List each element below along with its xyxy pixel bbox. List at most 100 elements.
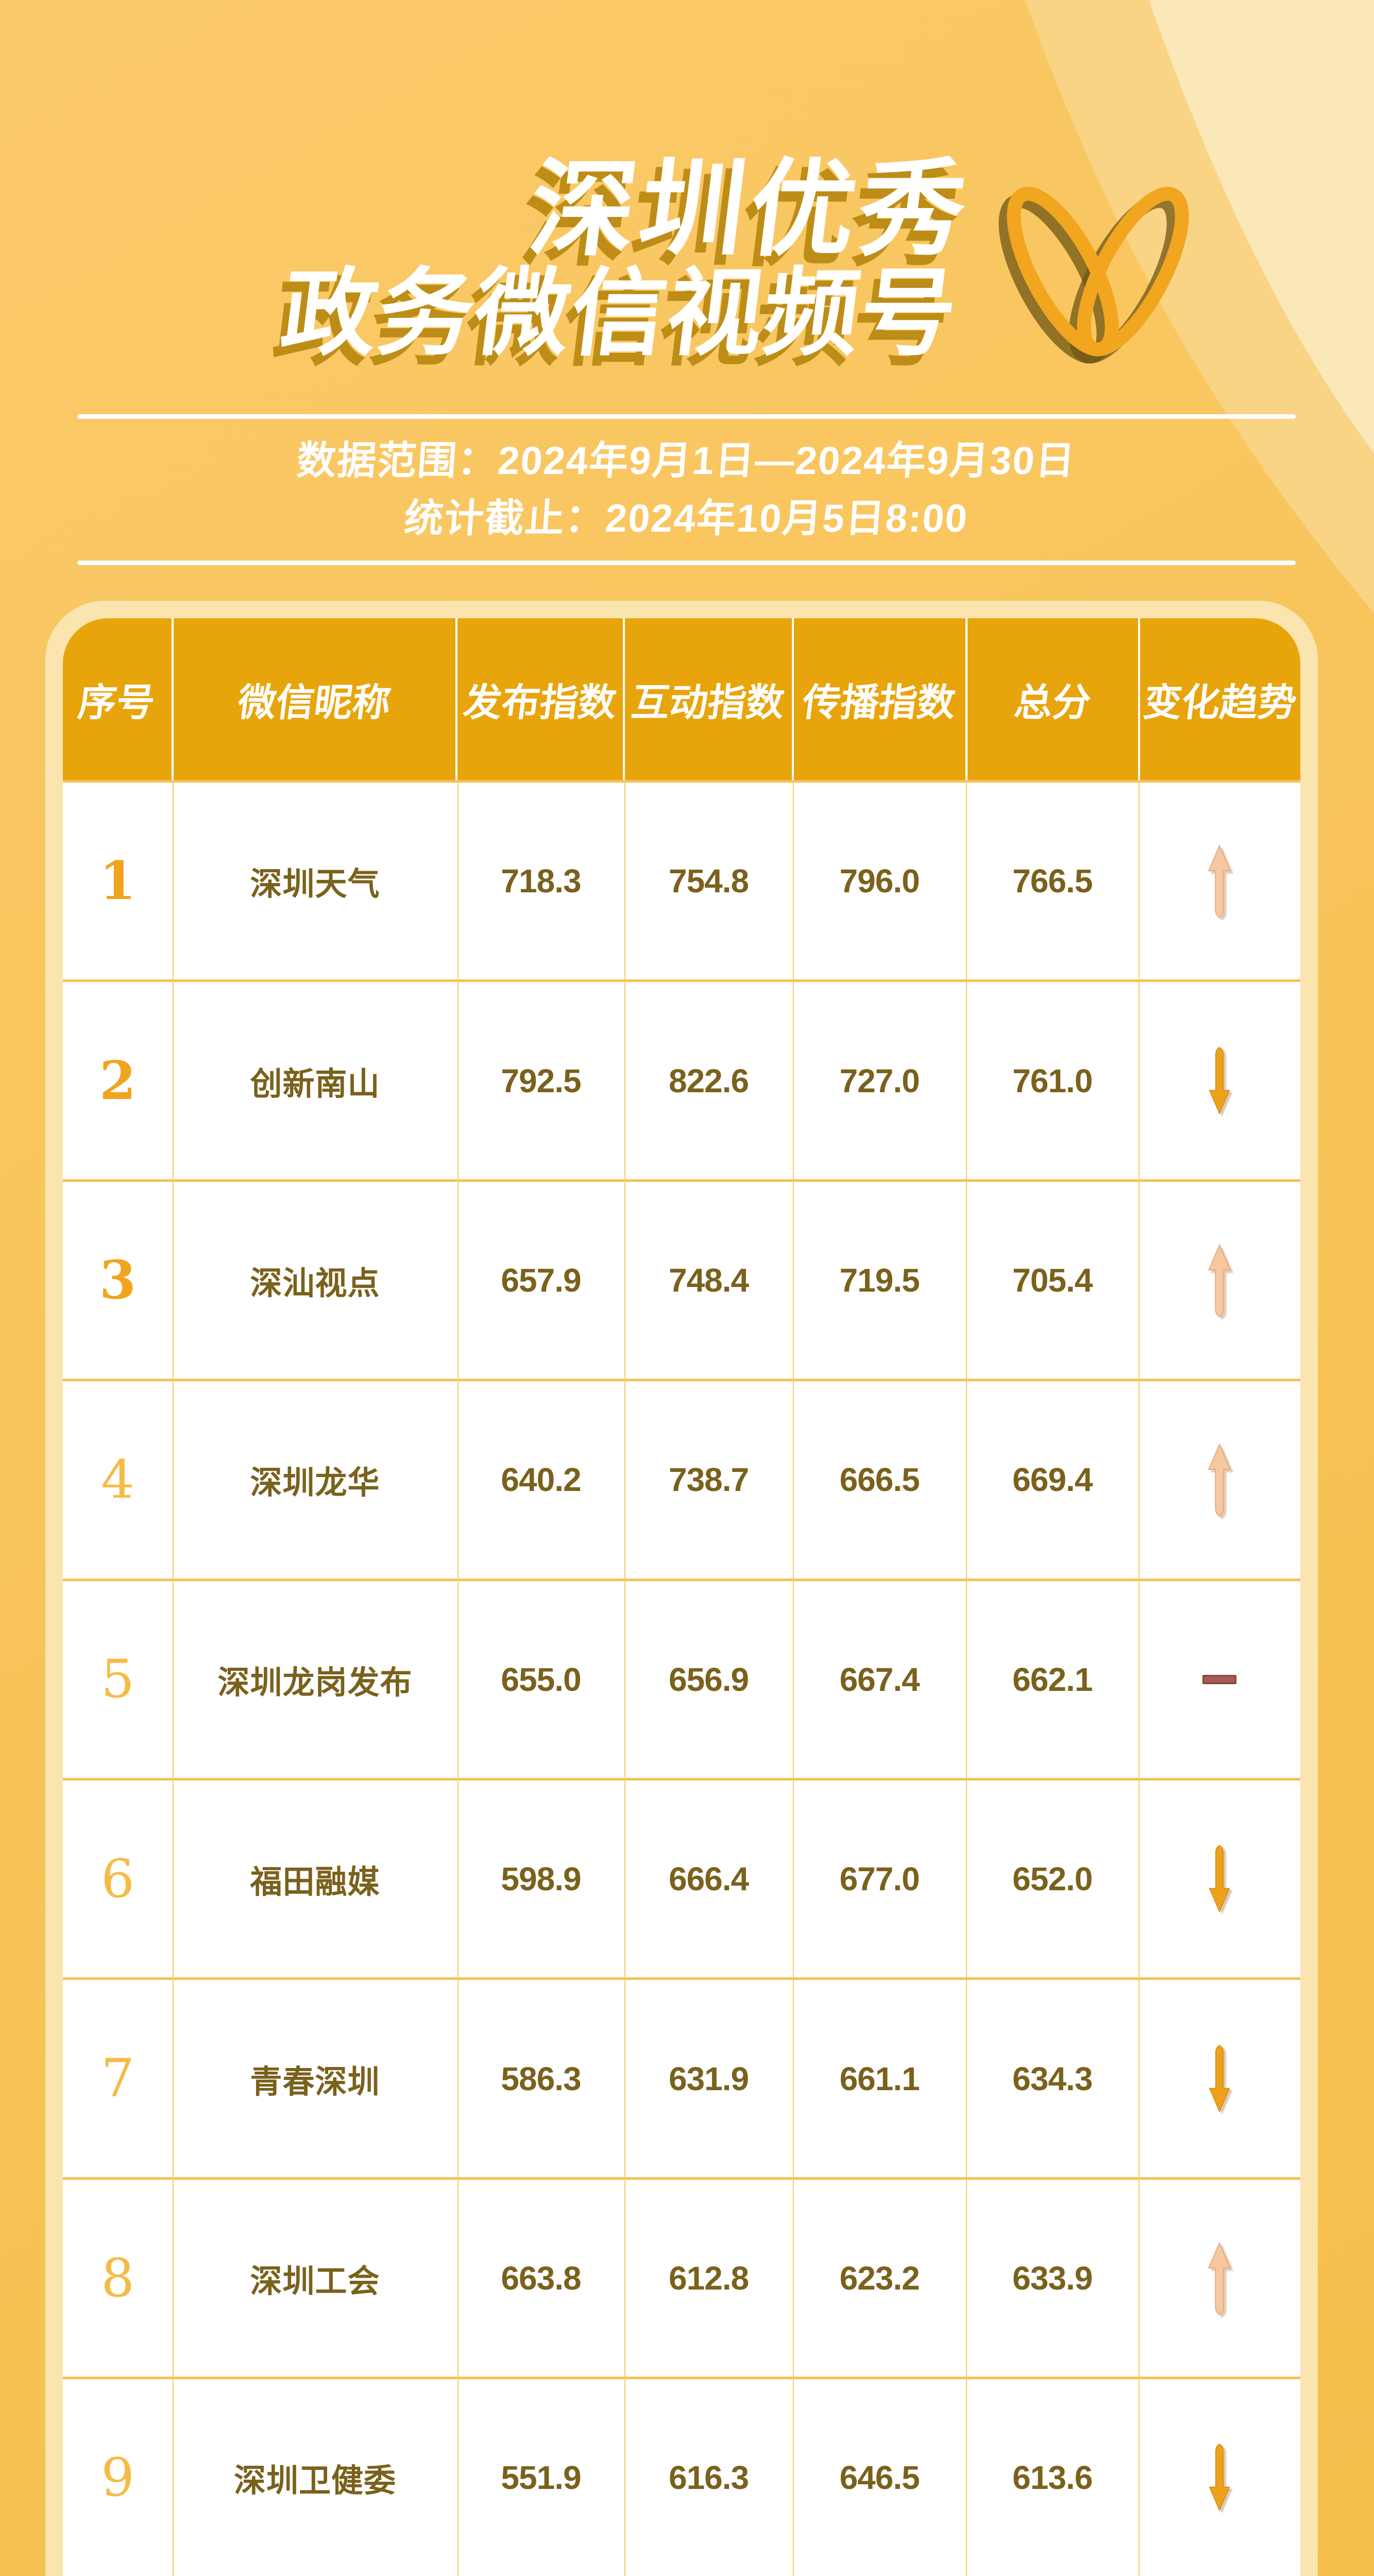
publish-index-cell: 663.8 [501,2260,581,2297]
spread-index-cell: 719.5 [839,1262,920,1299]
stats-deadline-text: 统计截止：2024年10月5日8:00 [403,497,970,540]
rank-cell: 7 [101,2048,134,2110]
publish-index-cell: 657.9 [501,1262,581,1299]
trend-cell [1139,1781,1300,1977]
trend-up-arrow-icon [1208,844,1231,918]
nickname-cell: 深圳龙岗发布 [217,1665,413,1701]
data-range-text: 数据范围：2024年9月1日—2024年9月30日 [295,439,1077,483]
header-rank-label: 序号 [76,682,158,724]
publish-index-cell: 655.0 [501,1660,581,1698]
header-trend: 变化趋势 [1140,618,1300,780]
nickname-cell: 创新南山 [250,1066,380,1102]
rank-cell: 2 [99,1049,137,1112]
header-interact-index: 互动指数 [625,618,794,780]
spread-index-cell: 667.4 [839,1660,920,1698]
column-divider [624,780,626,2576]
interact-index-cell: 616.3 [668,2459,749,2497]
header-interact-label: 互动指数 [629,682,787,724]
trend-cell [1139,982,1300,1179]
header-nickname: 微信昵称 [174,618,458,780]
trend-cell [1139,2180,1300,2377]
total-score-cell: 662.1 [1012,1660,1093,1698]
nickname-cell: 深圳天气 [250,867,380,903]
nickname-cell: 深圳龙华 [250,1465,380,1501]
publish-index-cell: 598.9 [501,1860,581,1898]
trend-cell [1139,1581,1300,1778]
trend-cell [1139,1980,1300,2177]
header-nickname-label: 微信昵称 [235,682,393,724]
wechat-channels-logo [997,167,1193,384]
column-divider [457,780,459,2576]
rank-cell: 4 [101,1449,134,1511]
header-spread-label: 传播指数 [800,682,958,724]
total-score-cell: 613.6 [1012,2459,1093,2497]
total-score-cell: 761.0 [1012,1062,1093,1099]
nickname-cell: 深汕视点 [250,1266,380,1302]
table-row: 4 深圳龙华 640.2 738.7 666.5 669.4 [63,1379,1300,1578]
table-row: 9 深圳卫健委 551.9 616.3 646.5 613.6 [63,2377,1300,2576]
table-header-row: 序号 微信昵称 发布指数 互动指数 传播指数 总分 变化趋势 [63,618,1300,780]
table-row: 2 创新南山 792.5 822.6 727.0 761.0 [63,979,1300,1179]
table-row: 7 青春深圳 586.3 631.9 661.1 634.3 [63,1977,1300,2177]
interact-index-cell: 631.9 [668,2060,749,2097]
trend-down-arrow-icon [1209,1046,1230,1114]
total-score-cell: 633.9 [1012,2260,1093,2297]
publish-index-cell: 551.9 [501,2459,581,2497]
total-score-cell: 705.4 [1012,1262,1093,1299]
header-publish-label: 发布指数 [461,682,619,724]
nickname-cell: 深圳卫健委 [234,2463,397,2499]
ranking-table-frame: 序号 微信昵称 发布指数 互动指数 传播指数 总分 变化趋势 1 深圳天气 71… [45,601,1318,2576]
interact-index-cell: 612.8 [668,2260,749,2297]
trend-cell [1139,783,1300,979]
table-body: 1 深圳天气 718.3 754.8 796.0 766.5 2 创新南山 79… [63,780,1300,2576]
rank-cell: 1 [99,850,137,912]
title-line-2: 政务微信视频号 [276,261,963,367]
trend-up-arrow-icon [1208,2242,1231,2315]
nickname-cell: 福田融媒 [250,1865,380,1901]
header-trend-label: 变化趋势 [1141,682,1299,724]
header-total-label: 总分 [1011,682,1093,724]
header-rank: 序号 [63,618,174,780]
separator-line-bottom [77,561,1296,565]
trend-down-arrow-icon [1209,2044,1230,2112]
column-divider [793,780,794,2576]
spread-index-cell: 661.1 [839,2060,920,2097]
total-score-cell: 634.3 [1012,2060,1093,2097]
total-score-cell: 652.0 [1012,1860,1093,1898]
trend-down-arrow-icon [1209,1845,1230,1913]
trend-cell [1139,1182,1300,1379]
trend-up-arrow-icon [1208,1244,1231,1317]
spread-index-cell: 677.0 [839,1860,920,1898]
table-row: 1 深圳天气 718.3 754.8 796.0 766.5 [63,780,1300,979]
trend-up-arrow-icon [1208,1443,1231,1517]
publish-index-cell: 640.2 [501,1461,581,1499]
interact-index-cell: 822.6 [668,1062,749,1099]
interact-index-cell: 738.7 [668,1461,749,1499]
rank-cell: 8 [101,2247,134,2309]
spread-index-cell: 623.2 [839,2260,920,2297]
rank-cell: 6 [101,1848,134,1910]
separator-line-top [77,414,1296,419]
publish-index-cell: 718.3 [501,862,581,900]
trend-down-arrow-icon [1209,2444,1230,2512]
interact-index-cell: 754.8 [668,862,749,900]
rank-cell: 5 [101,1649,134,1710]
header-spread-index: 传播指数 [794,618,968,780]
total-score-cell: 669.4 [1012,1461,1093,1499]
trend-flat-dash-icon [1202,1674,1237,1684]
column-divider [173,780,174,2576]
spread-index-cell: 727.0 [839,1062,920,1099]
spread-index-cell: 646.5 [839,2459,920,2497]
table-row: 8 深圳工会 663.8 612.8 623.2 633.9 [63,2177,1300,2377]
spread-index-cell: 796.0 [839,862,920,900]
table-row: 3 深汕视点 657.9 748.4 719.5 705.4 [63,1179,1300,1379]
total-score-cell: 766.5 [1012,862,1093,900]
rank-cell: 3 [99,1249,137,1312]
trend-cell [1139,1381,1300,1578]
nickname-cell: 青春深圳 [250,2064,380,2100]
poster-title: 深圳优秀 政务微信视频号 [137,150,977,367]
spread-index-cell: 666.5 [839,1461,920,1499]
interact-index-cell: 748.4 [668,1262,749,1299]
